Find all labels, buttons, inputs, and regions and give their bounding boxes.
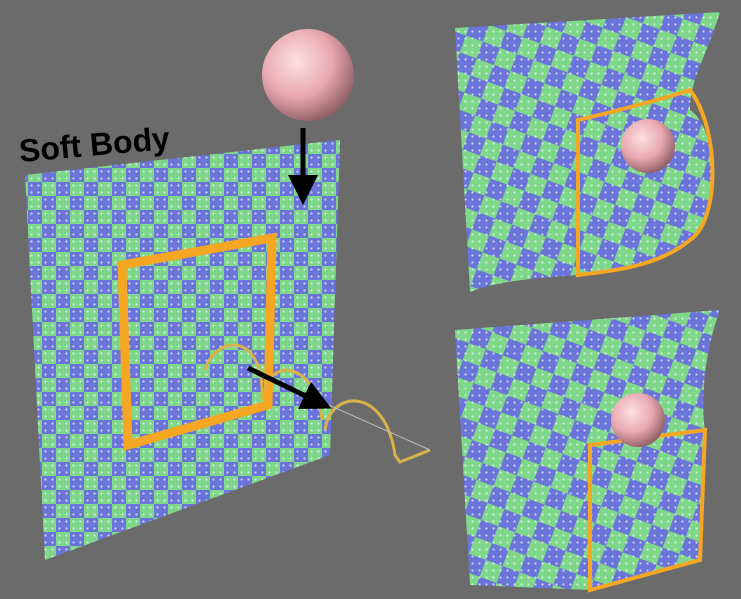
plane: [25, 140, 340, 560]
deformed-cloth: [455, 310, 720, 593]
sphere: [621, 119, 675, 173]
sphere: [611, 393, 665, 447]
sphere: [262, 29, 354, 121]
arrow: [246, 365, 332, 409]
deformed-cloth: [455, 12, 720, 292]
